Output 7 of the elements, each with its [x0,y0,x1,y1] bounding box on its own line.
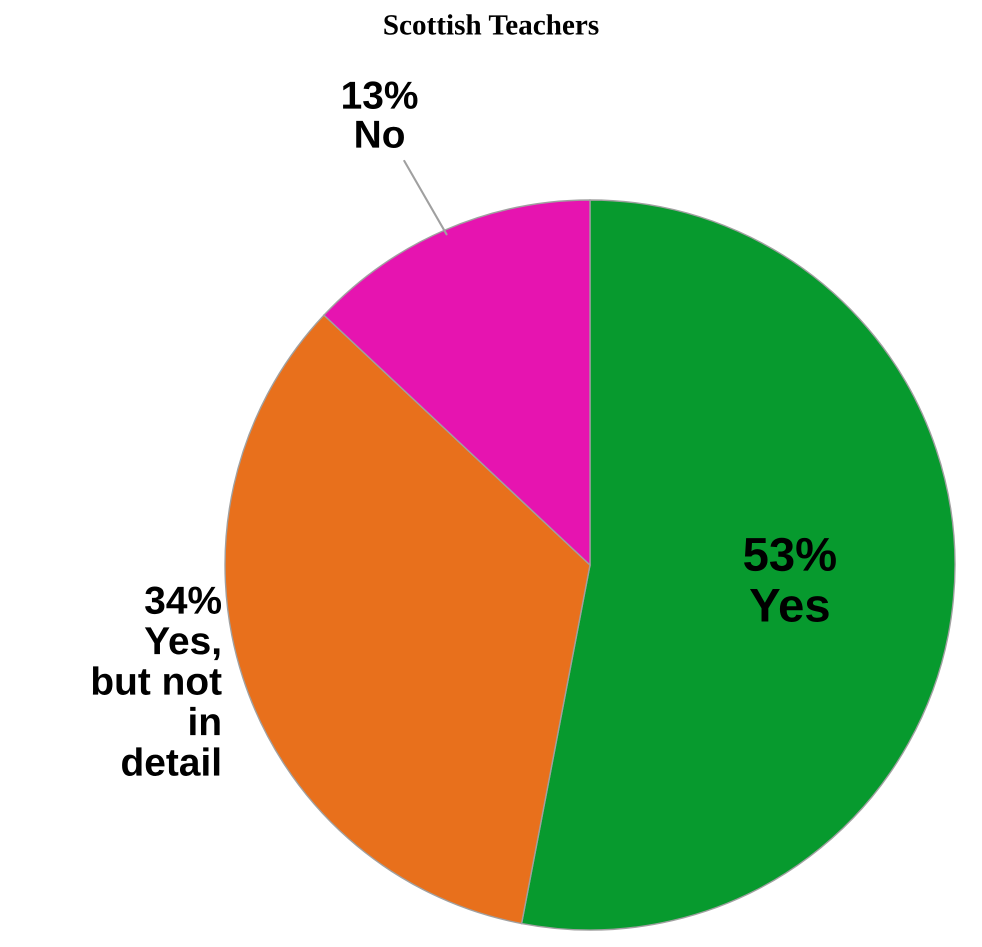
chart-title: Scottish Teachers [384,14,598,35]
slice-label: No [356,120,404,148]
slice-label: Yes, but not in detail [92,627,222,776]
data-label: 13% [343,81,418,110]
data-label: 53% [744,538,836,572]
slice-label: Yes [750,589,829,622]
data-label: 34% [145,586,222,614]
